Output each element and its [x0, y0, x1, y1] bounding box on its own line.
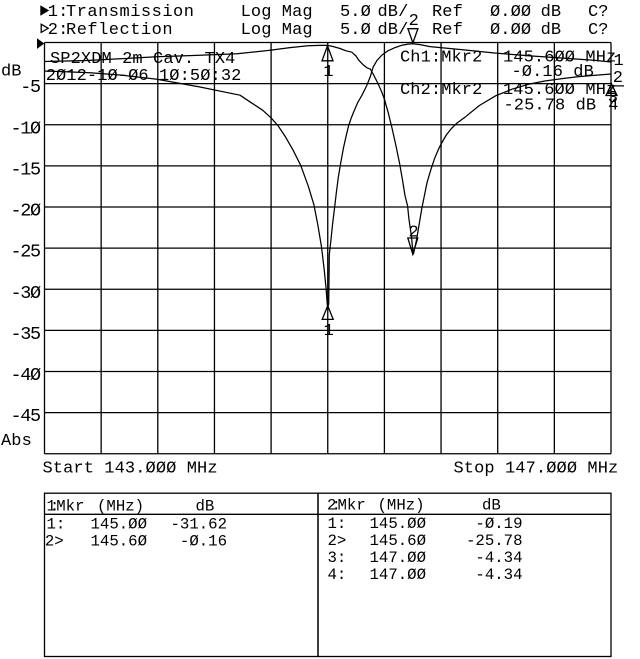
svg-text:Stop 147.ØØØ MHz: Stop 147.ØØØ MHz [454, 460, 619, 479]
svg-text:-25.78: -25.78 [466, 532, 522, 550]
svg-text::: : [50, 497, 59, 515]
svg-text:2Ø12-1Ø-Ø6 1Ø:5Ø:32: 2Ø12-1Ø-Ø6 1Ø:5Ø:32 [46, 67, 242, 86]
svg-text:147.ØØ: 147.ØØ [370, 549, 426, 567]
svg-text:Abs: Abs [1, 432, 32, 451]
svg-text:-45: -45 [11, 406, 41, 427]
svg-text:3:: 3: [328, 549, 347, 567]
svg-text:Start 143.ØØØ MHz: Start 143.ØØØ MHz [43, 460, 218, 479]
svg-text:Ref: Ref [432, 3, 463, 22]
svg-text:147.ØØ: 147.ØØ [370, 566, 426, 584]
svg-text:-25: -25 [11, 242, 41, 263]
svg-text:2: 2 [409, 224, 419, 243]
svg-text:1:: 1: [328, 515, 347, 533]
svg-text:dB/: dB/ [378, 3, 409, 22]
svg-text:(MHz): (MHz) [378, 496, 425, 514]
svg-text:dB: dB [482, 496, 501, 514]
svg-text:-Ø.19: -Ø.19 [475, 515, 522, 533]
svg-text:145.6Ø: 145.6Ø [91, 532, 147, 550]
svg-text:Log Mag: Log Mag [241, 21, 313, 40]
svg-text:-Ø.16: -Ø.16 [180, 532, 227, 550]
svg-text:2>: 2> [45, 532, 64, 550]
svg-text::: : [332, 496, 341, 514]
svg-text:-31.62: -31.62 [171, 515, 227, 533]
svg-text:1: 1 [323, 63, 333, 82]
svg-text:-3Ø: -3Ø [11, 283, 42, 304]
svg-text:Mkr: Mkr [56, 497, 84, 515]
svg-text:5.Ø: 5.Ø [340, 3, 371, 22]
svg-text:1:: 1: [48, 3, 69, 22]
svg-text:dB: dB [196, 497, 215, 515]
svg-text:Transmission: Transmission [66, 3, 194, 22]
svg-text:1: 1 [47, 497, 56, 515]
svg-text:dB: dB [541, 3, 562, 22]
svg-text:145.ØØ: 145.ØØ [91, 515, 147, 533]
svg-text:145.6ØØ MHz: 145.6ØØ MHz [503, 81, 616, 100]
svg-text:-4.34: -4.34 [475, 549, 522, 567]
svg-text:1: 1 [614, 52, 624, 71]
svg-text:-2Ø: -2Ø [11, 201, 42, 222]
svg-text:Log Mag: Log Mag [241, 3, 313, 22]
svg-text:2: 2 [613, 69, 623, 88]
svg-text:Ref: Ref [432, 21, 463, 40]
svg-text:2: 2 [409, 12, 419, 31]
svg-text:4:: 4: [328, 566, 347, 584]
svg-text:C?: C? [588, 21, 609, 40]
svg-text:dB: dB [1, 63, 22, 82]
svg-text:(MHz): (MHz) [97, 497, 144, 515]
svg-text:3: 3 [608, 89, 618, 108]
svg-text:4: 4 [608, 97, 618, 116]
svg-text:dB: dB [541, 21, 562, 40]
svg-text:-4Ø: -4Ø [11, 365, 42, 386]
svg-text:SP2XDM 2m Cav. TX4: SP2XDM 2m Cav. TX4 [50, 50, 235, 69]
svg-text:145.6ØØ MHz: 145.6ØØ MHz [503, 49, 616, 68]
svg-text:-4.34: -4.34 [475, 566, 522, 584]
svg-text:145.6Ø: 145.6Ø [370, 532, 426, 550]
svg-text:C?: C? [588, 3, 609, 22]
svg-text:-15: -15 [11, 159, 41, 180]
svg-text:Ch2:Mkr2: Ch2:Mkr2 [400, 81, 482, 100]
svg-text:Reflection: Reflection [66, 21, 173, 40]
svg-text:-Ø.16 dB: -Ø.16 dB [512, 63, 594, 82]
svg-text:Mkr: Mkr [338, 496, 366, 514]
svg-text:145.ØØ: 145.ØØ [370, 515, 426, 533]
svg-text:2>: 2> [328, 532, 347, 550]
svg-text:1:: 1: [47, 515, 66, 533]
svg-text:-1Ø: -1Ø [11, 118, 42, 139]
svg-text:5.Ø: 5.Ø [340, 21, 371, 40]
svg-text:Ch1:Mkr2: Ch1:Mkr2 [400, 49, 482, 68]
svg-text:Ø.ØØ: Ø.ØØ [490, 21, 531, 40]
svg-text:-25.78 dB: -25.78 dB [504, 97, 597, 116]
svg-text:dB/: dB/ [378, 21, 409, 40]
svg-text:2: 2 [327, 496, 336, 514]
svg-text:Ø.ØØ: Ø.ØØ [490, 3, 531, 22]
svg-text:-5: -5 [20, 77, 40, 98]
svg-text:2:: 2: [48, 21, 69, 40]
svg-text:-35: -35 [11, 324, 41, 345]
svg-text:1: 1 [324, 322, 334, 341]
